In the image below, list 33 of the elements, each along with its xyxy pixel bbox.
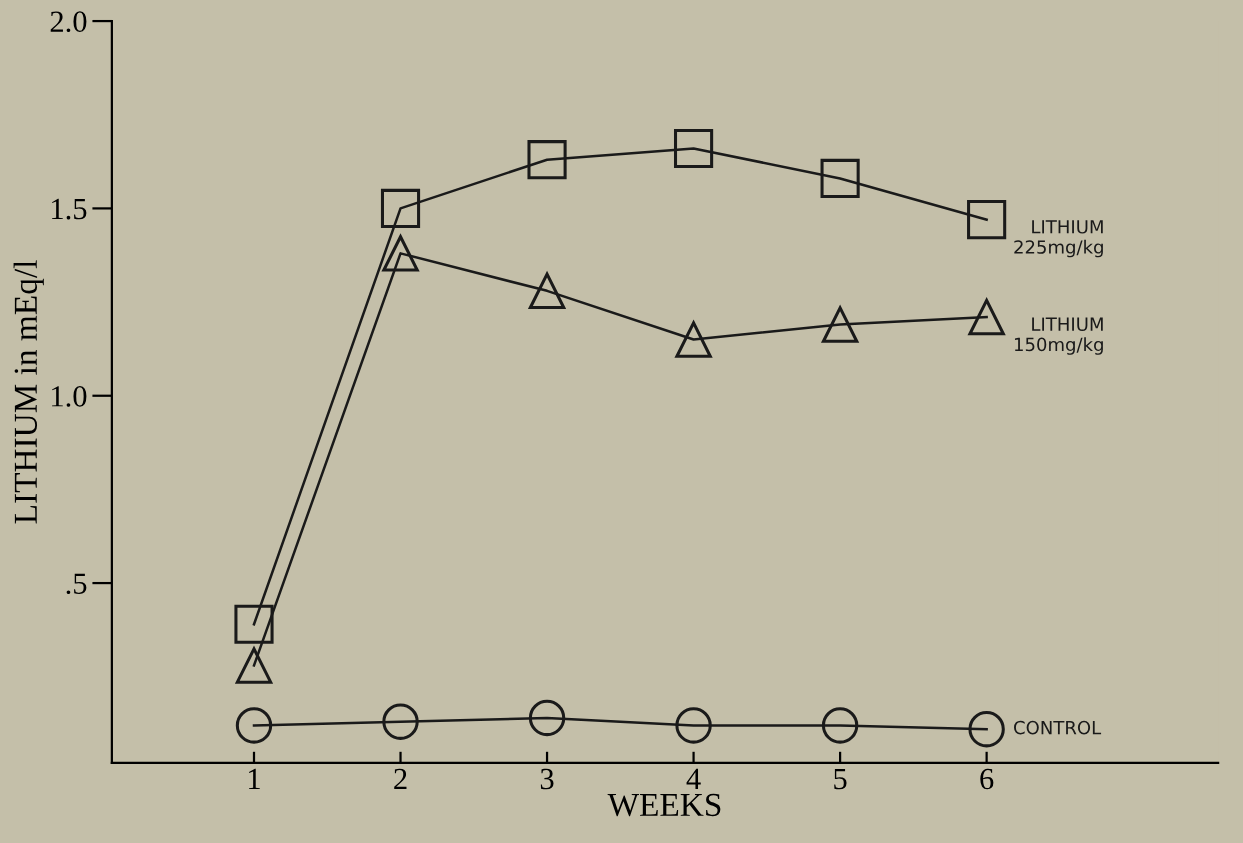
point [235, 647, 273, 684]
y-axis-title: LITHIUM in mEq/l [13, 260, 44, 524]
point [235, 707, 273, 744]
point [382, 703, 419, 740]
x-tick-label: 2 [394, 768, 407, 789]
x-tick-label: 6 [980, 768, 994, 790]
y-tick-label: .5 [66, 573, 87, 595]
series-label: LITHIUM 150mg/kg [1014, 317, 1103, 355]
x-axis-title: WEEKS [607, 793, 721, 817]
x-tick-label: 3 [540, 768, 554, 790]
point [528, 270, 566, 310]
series-label: CONTROL [1014, 720, 1102, 735]
point [968, 711, 1005, 748]
y-tick-label: 1.5 [52, 198, 87, 220]
point [967, 200, 1007, 240]
point [675, 321, 712, 358]
series-label: LITHIUM 225mg/kg [1014, 220, 1103, 258]
x-tick-label: 5 [834, 768, 847, 790]
y-tick-label: 2.0 [50, 11, 87, 33]
point [527, 140, 567, 180]
point [821, 707, 859, 744]
x-tick-label: 1 [249, 768, 260, 789]
point [234, 604, 274, 644]
point [820, 158, 860, 199]
point [528, 699, 566, 737]
point [968, 298, 1005, 336]
y-tick-label: 1.0 [52, 386, 87, 407]
x-tick-label: 4 [686, 768, 701, 789]
point [821, 306, 859, 343]
point [673, 128, 714, 169]
point [380, 188, 421, 228]
point [382, 235, 419, 272]
point [675, 707, 712, 744]
